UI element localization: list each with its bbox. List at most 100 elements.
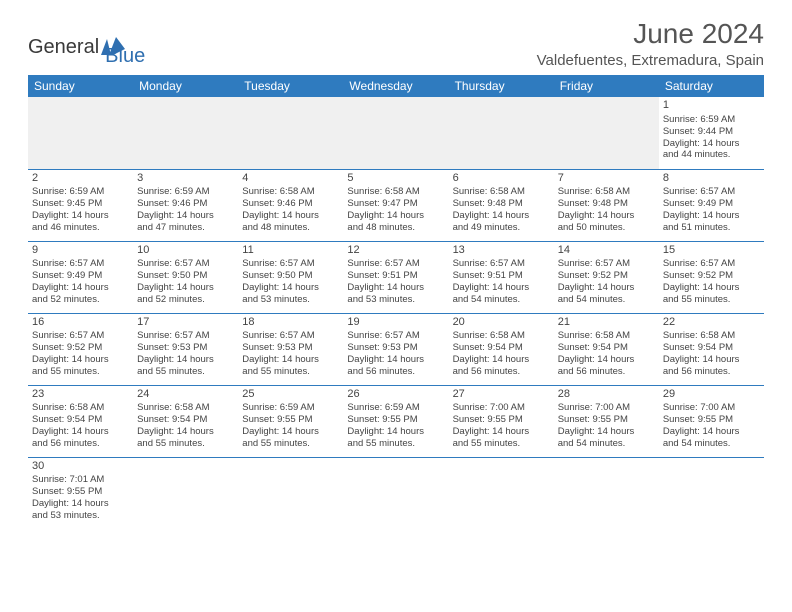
calendar-cell: 10Sunrise: 6:57 AMSunset: 9:50 PMDayligh… [133, 241, 238, 313]
day-number: 20 [453, 316, 550, 330]
cell-day2: and 54 minutes. [558, 294, 655, 306]
cell-day1: Daylight: 14 hours [137, 426, 234, 438]
day-number: 27 [453, 388, 550, 402]
cell-day2: and 56 minutes. [453, 366, 550, 378]
cell-day2: and 56 minutes. [32, 438, 129, 450]
day-number: 15 [663, 244, 760, 258]
day-number: 13 [453, 244, 550, 258]
cell-sunrise: Sunrise: 6:59 AM [242, 402, 339, 414]
cell-day2: and 52 minutes. [137, 294, 234, 306]
cell-day1: Daylight: 14 hours [453, 354, 550, 366]
cell-day2: and 55 minutes. [242, 366, 339, 378]
day-number: 7 [558, 172, 655, 186]
cell-day2: and 51 minutes. [663, 222, 760, 234]
calendar-row: 9Sunrise: 6:57 AMSunset: 9:49 PMDaylight… [28, 241, 764, 313]
cell-day2: and 55 minutes. [137, 438, 234, 450]
cell-day1: Daylight: 14 hours [663, 282, 760, 294]
cell-day1: Daylight: 14 hours [137, 354, 234, 366]
weekday-header: Wednesday [343, 75, 448, 97]
cell-day1: Daylight: 14 hours [137, 282, 234, 294]
day-number: 17 [137, 316, 234, 330]
weekday-header: Thursday [449, 75, 554, 97]
day-number: 25 [242, 388, 339, 402]
weekday-header: Monday [133, 75, 238, 97]
cell-day1: Daylight: 14 hours [32, 498, 129, 510]
cell-day2: and 53 minutes. [347, 294, 444, 306]
cell-day1: Daylight: 14 hours [347, 210, 444, 222]
calendar-cell: 7Sunrise: 6:58 AMSunset: 9:48 PMDaylight… [554, 169, 659, 241]
cell-sunrise: Sunrise: 6:57 AM [32, 330, 129, 342]
cell-sunset: Sunset: 9:44 PM [663, 126, 760, 138]
logo-text-general: General [28, 36, 99, 58]
cell-day2: and 53 minutes. [242, 294, 339, 306]
calendar-cell: 11Sunrise: 6:57 AMSunset: 9:50 PMDayligh… [238, 241, 343, 313]
cell-day1: Daylight: 14 hours [242, 426, 339, 438]
calendar-cell: 29Sunrise: 7:00 AMSunset: 9:55 PMDayligh… [659, 385, 764, 457]
day-number: 22 [663, 316, 760, 330]
cell-day2: and 55 minutes. [32, 366, 129, 378]
cell-day2: and 55 minutes. [663, 294, 760, 306]
cell-sunrise: Sunrise: 6:57 AM [32, 258, 129, 270]
cell-day1: Daylight: 14 hours [347, 282, 444, 294]
cell-day2: and 55 minutes. [137, 366, 234, 378]
day-number: 24 [137, 388, 234, 402]
weekday-header: Sunday [28, 75, 133, 97]
cell-sunset: Sunset: 9:50 PM [137, 270, 234, 282]
cell-sunrise: Sunrise: 6:58 AM [137, 402, 234, 414]
day-number: 5 [347, 172, 444, 186]
calendar-cell [133, 97, 238, 169]
cell-sunrise: Sunrise: 6:57 AM [137, 330, 234, 342]
cell-day2: and 54 minutes. [453, 294, 550, 306]
cell-sunset: Sunset: 9:54 PM [453, 342, 550, 354]
month-title: June 2024 [537, 18, 764, 50]
day-number: 28 [558, 388, 655, 402]
cell-sunrise: Sunrise: 6:58 AM [242, 186, 339, 198]
day-number: 26 [347, 388, 444, 402]
day-number: 14 [558, 244, 655, 258]
cell-day1: Daylight: 14 hours [453, 210, 550, 222]
cell-day1: Daylight: 14 hours [663, 426, 760, 438]
calendar-row: 1Sunrise: 6:59 AMSunset: 9:44 PMDaylight… [28, 97, 764, 169]
cell-sunrise: Sunrise: 6:58 AM [453, 186, 550, 198]
cell-sunset: Sunset: 9:51 PM [453, 270, 550, 282]
cell-sunrise: Sunrise: 6:57 AM [453, 258, 550, 270]
day-number: 9 [32, 244, 129, 258]
cell-day2: and 47 minutes. [137, 222, 234, 234]
day-number: 8 [663, 172, 760, 186]
cell-sunrise: Sunrise: 6:57 AM [242, 330, 339, 342]
calendar-cell [343, 97, 448, 169]
calendar-cell: 20Sunrise: 6:58 AMSunset: 9:54 PMDayligh… [449, 313, 554, 385]
day-number: 29 [663, 388, 760, 402]
cell-day1: Daylight: 14 hours [347, 354, 444, 366]
cell-day2: and 46 minutes. [32, 222, 129, 234]
cell-sunset: Sunset: 9:53 PM [242, 342, 339, 354]
calendar-cell [343, 457, 448, 529]
cell-sunrise: Sunrise: 6:57 AM [347, 330, 444, 342]
calendar-cell: 22Sunrise: 6:58 AMSunset: 9:54 PMDayligh… [659, 313, 764, 385]
cell-sunset: Sunset: 9:55 PM [32, 486, 129, 498]
calendar-cell [28, 97, 133, 169]
weekday-header: Friday [554, 75, 659, 97]
cell-day1: Daylight: 14 hours [663, 354, 760, 366]
logo-text: General [28, 37, 99, 57]
day-number: 11 [242, 244, 339, 258]
cell-sunrise: Sunrise: 6:58 AM [558, 186, 655, 198]
calendar-cell: 23Sunrise: 6:58 AMSunset: 9:54 PMDayligh… [28, 385, 133, 457]
location: Valdefuentes, Extremadura, Spain [537, 52, 764, 69]
cell-sunset: Sunset: 9:53 PM [347, 342, 444, 354]
cell-day2: and 54 minutes. [558, 438, 655, 450]
cell-day2: and 48 minutes. [242, 222, 339, 234]
calendar-cell: 13Sunrise: 6:57 AMSunset: 9:51 PMDayligh… [449, 241, 554, 313]
cell-day1: Daylight: 14 hours [242, 354, 339, 366]
cell-sunrise: Sunrise: 6:59 AM [32, 186, 129, 198]
calendar-cell: 8Sunrise: 6:57 AMSunset: 9:49 PMDaylight… [659, 169, 764, 241]
cell-sunset: Sunset: 9:55 PM [558, 414, 655, 426]
cell-day1: Daylight: 14 hours [558, 282, 655, 294]
cell-sunset: Sunset: 9:54 PM [558, 342, 655, 354]
cell-day2: and 52 minutes. [32, 294, 129, 306]
calendar-cell: 28Sunrise: 7:00 AMSunset: 9:55 PMDayligh… [554, 385, 659, 457]
cell-day2: and 55 minutes. [242, 438, 339, 450]
cell-sunset: Sunset: 9:48 PM [558, 198, 655, 210]
calendar-cell: 19Sunrise: 6:57 AMSunset: 9:53 PMDayligh… [343, 313, 448, 385]
day-number: 2 [32, 172, 129, 186]
